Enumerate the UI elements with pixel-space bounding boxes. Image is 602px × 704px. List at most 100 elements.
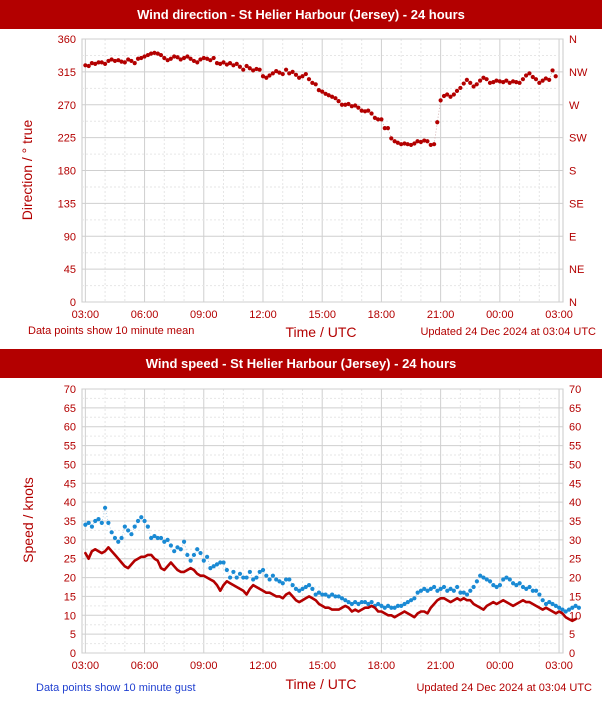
gust-point [175,545,180,550]
direction-x-tick-labels: 03:00 06:00 09:00 12:00 15:00 18:00 21:00 00:00… [72,309,573,321]
direction-point [274,69,279,74]
y-tick-label: 0 [70,648,76,660]
x-tick-label: 03:00 [545,660,573,672]
gust-point [303,584,308,590]
x-tick-label: 12:00 [249,660,277,672]
direction-point [93,61,98,66]
gust-point [501,577,506,582]
gust-point [553,603,558,608]
gust-point [96,517,101,522]
gust-point [283,577,289,582]
direction-point [205,56,210,61]
direction-point [553,74,558,79]
gust-point [316,590,322,595]
speed-chart: 0 5 10 15 20 25 30 35 40 45 50 55 60 65 70 0 5 10 15 20 25 3… [20,384,581,692]
direction-point [155,51,160,56]
gust-point [102,505,108,510]
speed-note-right: Updated 24 Dec 2024 at 03:04 UTC [416,682,592,694]
direction-point [112,58,118,64]
y-tick-label-right: 10 [569,610,581,622]
direction-point [412,141,417,146]
gust-point [218,560,223,565]
speed-data [83,505,581,623]
gust-point [537,592,542,597]
direction-point [432,142,437,147]
direction-point [168,56,173,61]
speed-chart-title: Wind speed - St Helier Harbour (Jersey) … [0,349,602,378]
direction-point [198,57,203,62]
direction-chart: 0 45 90 135 180 225 270 315 360 N NE E SE S SW W NW N 03… [19,34,588,340]
direction-point [372,115,378,120]
direction-point [162,55,167,61]
y-tick-label: 45 [64,478,76,490]
gust-point [415,590,420,595]
direction-point [339,102,345,107]
direction-point [415,139,420,144]
gust-point [122,524,127,529]
gust-point [204,554,210,559]
y-tick-label-right: 50 [569,459,581,471]
gust-point [461,590,466,595]
direction-point [290,69,295,74]
gust-point [455,584,460,590]
speed-y-tick-labels: 0 5 10 15 20 25 30 35 40 45 50 55 60 65 70 [64,384,76,660]
gust-point [293,586,299,591]
gust-point [481,575,486,580]
gust-point [330,592,335,597]
direction-point [106,58,111,64]
direction-point [458,85,463,91]
gust-point [550,601,555,607]
direction-point [323,91,328,96]
direction-compass-labels: N NE E SE S SW W NW N [569,34,588,309]
direction-point [122,60,127,65]
direction-data-points [83,50,558,148]
gust-point [474,579,479,584]
gust-point [438,586,443,591]
gust-point [260,567,266,573]
gust-point [201,558,206,563]
gust-point [287,577,292,582]
direction-point [392,139,397,144]
direction-point [320,89,325,94]
y-tick-label-right: 65 [569,403,581,415]
gust-point [557,605,562,610]
gust-point [432,584,437,590]
direction-point [283,67,289,72]
gust-point [573,603,578,608]
gust-point [198,550,203,556]
y-tick-label: 360 [58,34,76,46]
direction-point [471,84,476,89]
gust-point [408,598,414,603]
direction-point [175,55,180,60]
direction-point [336,98,341,104]
direction-x-axis-label: Time / UTC [285,324,356,340]
gust-point [116,539,121,544]
mean-speed-line [84,546,577,623]
direction-point [148,51,154,56]
direction-point [260,74,266,79]
gust-point [257,569,262,575]
gust-point [534,588,539,593]
gust-point [428,586,433,591]
direction-point [395,140,400,145]
direction-point [267,73,272,78]
y-tick-label: 315 [58,67,76,79]
direction-point [303,71,308,77]
gust-point [491,583,496,588]
speed-y-tick-labels-right: 0 5 10 15 20 25 30 35 40 45 50 55 60 65 70 [569,384,581,660]
gust-point [208,566,213,571]
direction-point [218,61,223,66]
direction-point [517,80,522,85]
y-tick-label: 50 [64,459,76,471]
direction-point [227,61,233,66]
direction-point [353,103,358,108]
direction-point [441,93,447,99]
x-tick-label: 00:00 [486,309,514,321]
direction-point [83,63,88,68]
direction-point [454,88,460,93]
direction-point [464,77,469,83]
gust-point [264,573,269,578]
y-tick-label: 180 [58,166,76,178]
direction-point [310,80,315,85]
direction-point [231,63,236,68]
